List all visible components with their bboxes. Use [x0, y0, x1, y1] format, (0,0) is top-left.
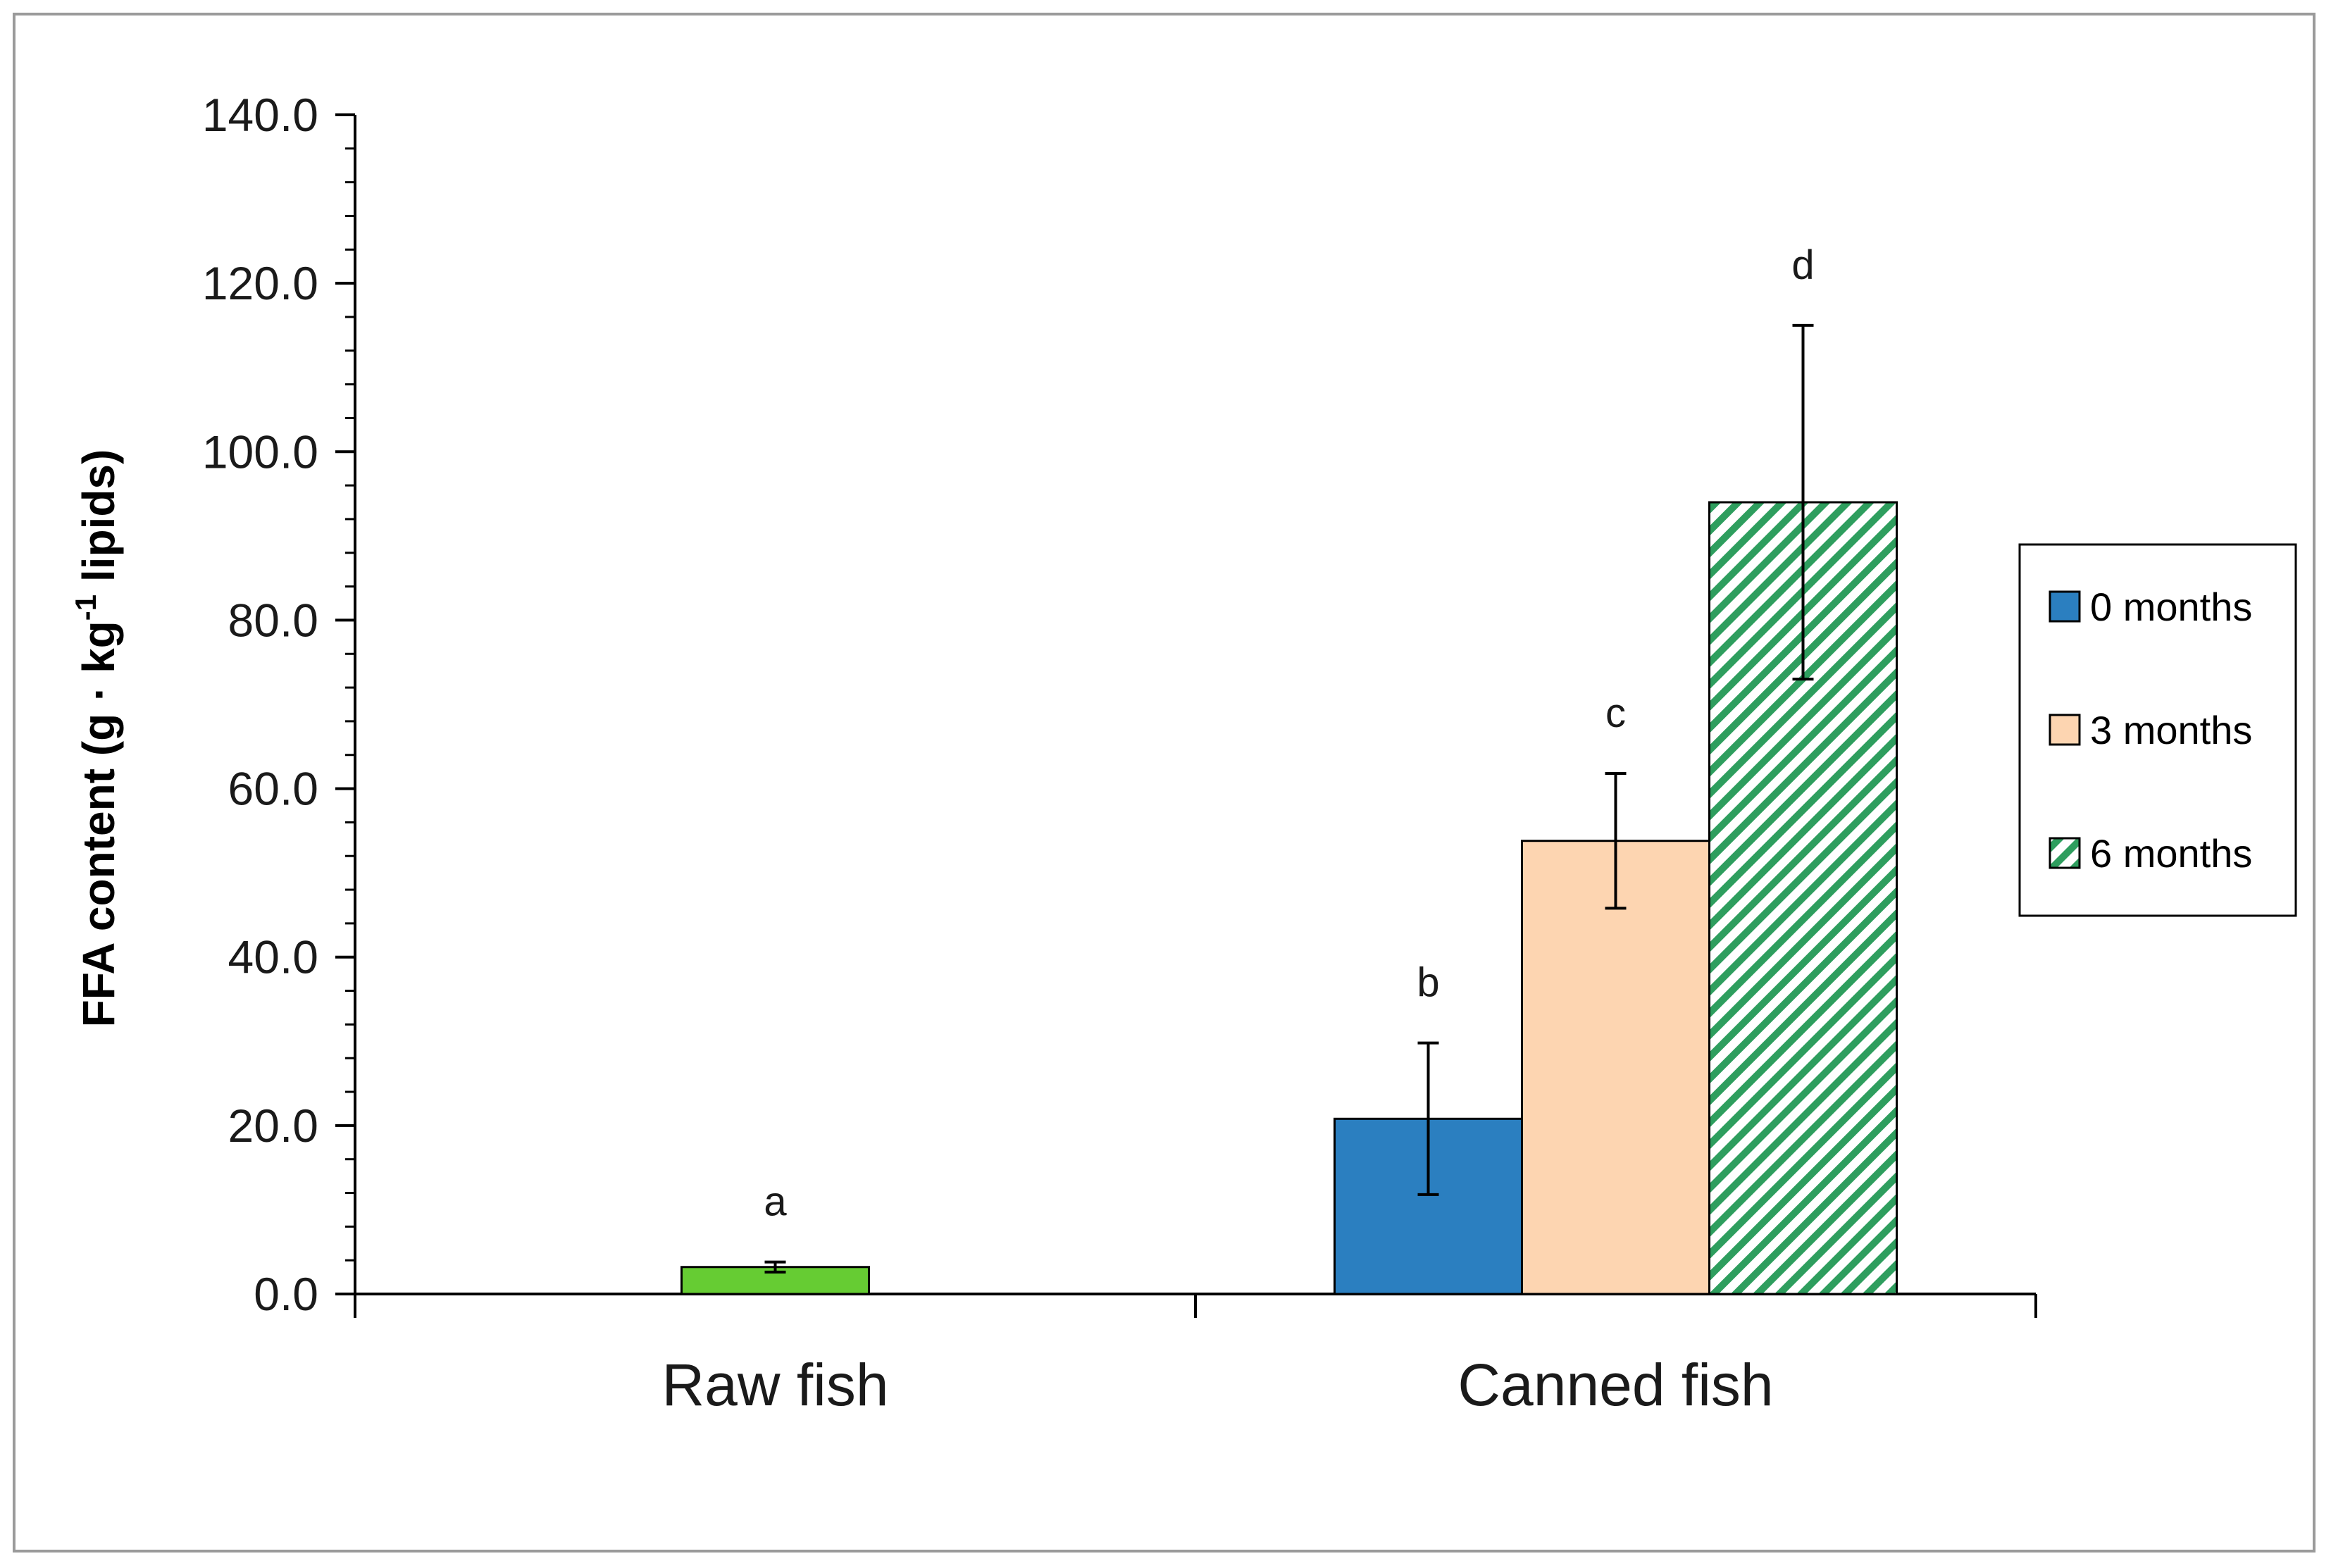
x-category-label: Canned fish — [1457, 1352, 1773, 1418]
significance-letter: a — [764, 1179, 787, 1225]
x-category-label: Raw fish — [661, 1352, 888, 1418]
y-axis-title: FFA content (g · kg-1 lipids) — [69, 449, 124, 1028]
legend-swatch — [2049, 590, 2081, 623]
legend-label: 0 months — [2090, 585, 2252, 629]
bars: a b c d — [680, 242, 1898, 1295]
significance-letter: d — [1791, 242, 1814, 288]
x-axis: Raw fish Canned fish — [354, 1293, 2037, 1418]
legend-swatch — [2049, 837, 2081, 869]
significance-letter: c — [1605, 690, 1626, 736]
y-tick-label: 120.0 — [202, 257, 318, 309]
y-tick-label: 20.0 — [228, 1100, 318, 1152]
y-tick-label: 40.0 — [228, 931, 318, 983]
y-axis: 0.0 20.0 40.0 60.0 80.0 100.0 120.0 140.0 — [202, 89, 356, 1320]
y-tick-label: 140.0 — [202, 89, 318, 141]
chart-frame — [13, 13, 2316, 1553]
legend-swatch — [2049, 714, 2081, 746]
y-tick-label: 0.0 — [254, 1268, 318, 1320]
legend: 0 months 3 months 6 months — [2018, 543, 2297, 917]
legend-label: 6 months — [2090, 831, 2252, 876]
bar — [1521, 840, 1710, 1295]
y-tick-label: 60.0 — [228, 763, 318, 815]
significance-letter: b — [1417, 960, 1439, 1006]
y-tick-label: 80.0 — [228, 594, 318, 646]
legend-label: 3 months — [2090, 708, 2252, 752]
y-tick-label: 100.0 — [202, 425, 318, 478]
